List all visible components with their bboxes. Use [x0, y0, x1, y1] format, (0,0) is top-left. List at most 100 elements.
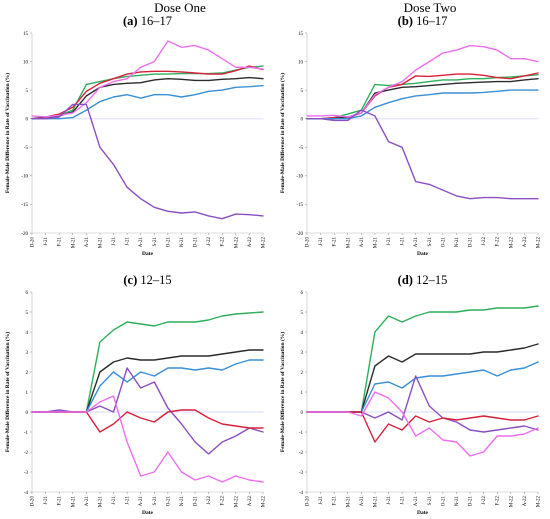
x-tick-label: S-21	[153, 496, 158, 506]
y-tick-label: -15	[21, 203, 28, 208]
chart-panel-a: (a) 16–17 -20 -15 -10 -5 0 5 10 15 D-20 J-21 F-21 M-…	[0, 13, 275, 259]
x-tick-label: A-21	[414, 237, 419, 248]
series-line-6	[31, 103, 264, 220]
x-tick-label: A-21	[85, 237, 90, 248]
panel-label-a: (a)	[123, 14, 141, 28]
x-tick-label: O-21	[441, 237, 446, 248]
x-tick-label: J-21	[387, 237, 392, 246]
y-tick-label: 10	[298, 60, 304, 65]
y-tick-label: 0	[26, 118, 29, 123]
y-axis-label: Female-Male Difference in Rate of Vaccin…	[4, 73, 11, 193]
x-tick-label: J-21	[319, 237, 324, 246]
x-tick-label: A-22	[248, 237, 253, 248]
y-tick-label: -1	[299, 431, 304, 436]
x-tick-label: M-22	[537, 496, 542, 508]
x-tick-label: A-21	[360, 237, 365, 248]
x-tick-label: J-22	[482, 496, 487, 505]
x-tick-label: S-21	[428, 237, 433, 247]
series-line-3	[31, 359, 264, 413]
x-tick-label: M-21	[346, 237, 351, 249]
y-tick-label: 10	[23, 60, 29, 65]
y-axis-label: Female-Male Difference in Rate of Vaccin…	[4, 332, 11, 452]
x-tick-label: N-21	[180, 237, 185, 248]
y-tick-label: -3	[299, 471, 304, 476]
x-tick-label: M-22	[509, 237, 514, 249]
x-tick-label: M-21	[373, 237, 378, 249]
y-tick-label: 1	[26, 391, 29, 396]
x-tick-label: D-21	[194, 496, 199, 507]
y-tick-label: 6	[301, 291, 304, 296]
panel-range-a: 16–17	[141, 14, 172, 28]
series-line-5	[31, 40, 264, 118]
x-tick-label: A-21	[139, 496, 144, 507]
x-tick-label: D-20	[31, 237, 36, 248]
x-tick-label: M-22	[537, 237, 542, 249]
x-tick-label: M-21	[71, 237, 76, 249]
chart-panel-c: (c) 12–15 -4 -3 -2 -1 0 1 2 3 4 5 6 D-20 J-21 F-21 M-21…	[0, 272, 275, 518]
x-axis-label: Date	[142, 251, 154, 257]
x-tick-label: A-22	[523, 237, 528, 248]
x-tick-label: N-21	[455, 237, 460, 248]
y-tick-label: 15	[23, 32, 29, 37]
x-tick-label: M-22	[509, 496, 514, 508]
x-tick-label: J-21	[401, 237, 406, 246]
y-tick-label: -15	[296, 203, 303, 208]
y-tick-label: -4	[299, 491, 304, 496]
x-tick-label: O-21	[166, 496, 171, 507]
y-tick-label: -20	[21, 232, 28, 237]
series-line-4	[306, 375, 539, 433]
x-tick-label: S-21	[153, 237, 158, 247]
y-tick-label: -5	[299, 146, 304, 151]
y-tick-label: -5	[24, 146, 29, 151]
panel-title-b: (b) 16–17	[398, 14, 448, 28]
panel-label-c: (c)	[123, 273, 140, 287]
y-tick-label: 3	[26, 351, 29, 356]
x-tick-label: F-21	[58, 237, 63, 247]
x-axis-label: Date	[142, 510, 154, 516]
panel-range-b: 16–17	[416, 14, 447, 28]
x-tick-label: D-21	[469, 237, 474, 248]
y-tick-label: -20	[296, 232, 303, 237]
chart-svg-b: (b) 16–17 -20 -15 -10 -5 0 5 10 15 D-20 J-21 F-21 M-…	[279, 14, 542, 257]
dose-two-header: Dose Two	[403, 0, 457, 15]
x-tick-label: A-21	[414, 496, 419, 507]
y-tick-label: -10	[296, 175, 303, 180]
y-tick-label: 5	[301, 311, 304, 316]
x-tick-label: A-21	[360, 496, 365, 507]
x-tick-label: J-21	[401, 496, 406, 505]
y-tick-label: -4	[24, 491, 29, 496]
y-tick-label: 3	[301, 351, 304, 356]
x-tick-label: F-21	[333, 496, 338, 506]
y-tick-label: 1	[301, 391, 304, 396]
y-tick-label: -2	[24, 451, 29, 456]
y-tick-label: 5	[301, 89, 304, 94]
series-line-3	[31, 76, 264, 120]
panel-range-c: 12–15	[140, 273, 171, 287]
x-tick-label: M-22	[234, 496, 239, 508]
y-tick-label: -3	[24, 471, 29, 476]
x-tick-label: M-22	[262, 237, 267, 249]
x-tick-label: F-21	[333, 237, 338, 247]
x-tick-label: O-21	[441, 496, 446, 507]
x-tick-label: J-22	[482, 237, 487, 246]
x-tick-label: J-21	[387, 496, 392, 505]
series-line-6	[31, 395, 264, 483]
y-tick-label: 2	[26, 371, 29, 376]
x-tick-label: J-21	[44, 237, 49, 246]
x-tick-label: M-21	[98, 496, 103, 508]
series-line-2	[31, 349, 264, 413]
chart-svg-d: (d) 12–15 -4 -3 -2 -1 0 1 2 3 4 5 6 D-20 J-21 F-21 M-21…	[279, 273, 542, 516]
x-tick-label: F-22	[496, 496, 501, 506]
y-tick-label: 2	[301, 371, 304, 376]
x-tick-label: O-21	[166, 237, 171, 248]
x-tick-label: F-21	[58, 496, 63, 506]
y-tick-label: 6	[26, 291, 29, 296]
chart-svg-c: (c) 12–15 -4 -3 -2 -1 0 1 2 3 4 5 6 D-20 J-21 F-21 M-21…	[4, 273, 267, 516]
chart-panel-d: (d) 12–15 -4 -3 -2 -1 0 1 2 3 4 5 6 D-20 J-21 F-21 M-21…	[275, 272, 550, 518]
chart-svg-a: (a) 16–17 -20 -15 -10 -5 0 5 10 15 D-20 J-21 F-21 M-…	[4, 14, 267, 257]
series-line-3	[306, 361, 539, 413]
y-axis-label: Female-Male Difference in Rate of Vaccin…	[279, 73, 286, 193]
y-tick-label: 0	[301, 411, 304, 416]
series-line-2	[306, 343, 539, 413]
series-line-1	[31, 311, 264, 413]
